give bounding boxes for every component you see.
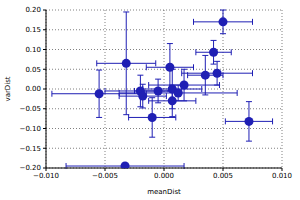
svg-text:−0.20: −0.20 (20, 164, 41, 172)
svg-text:−0.005: −0.005 (92, 172, 118, 180)
svg-text:−0.10: −0.10 (20, 125, 41, 133)
svg-text:0.005: 0.005 (213, 172, 233, 180)
svg-text:0.10: 0.10 (25, 46, 41, 54)
svg-text:−0.15: −0.15 (20, 145, 41, 153)
svg-text:0.010: 0.010 (272, 172, 292, 180)
svg-text:−0.010: −0.010 (33, 172, 59, 180)
svg-text:0.00: 0.00 (25, 85, 41, 93)
svg-text:0.05: 0.05 (25, 66, 41, 74)
svg-text:0.000: 0.000 (154, 172, 174, 180)
svg-text:0.20: 0.20 (25, 6, 41, 14)
svg-text:meanDist: meanDist (147, 188, 181, 196)
svg-text:varDist: varDist (8, 76, 12, 101)
svg-text:0.15: 0.15 (25, 26, 41, 34)
svg-text:−0.05: −0.05 (20, 105, 41, 113)
